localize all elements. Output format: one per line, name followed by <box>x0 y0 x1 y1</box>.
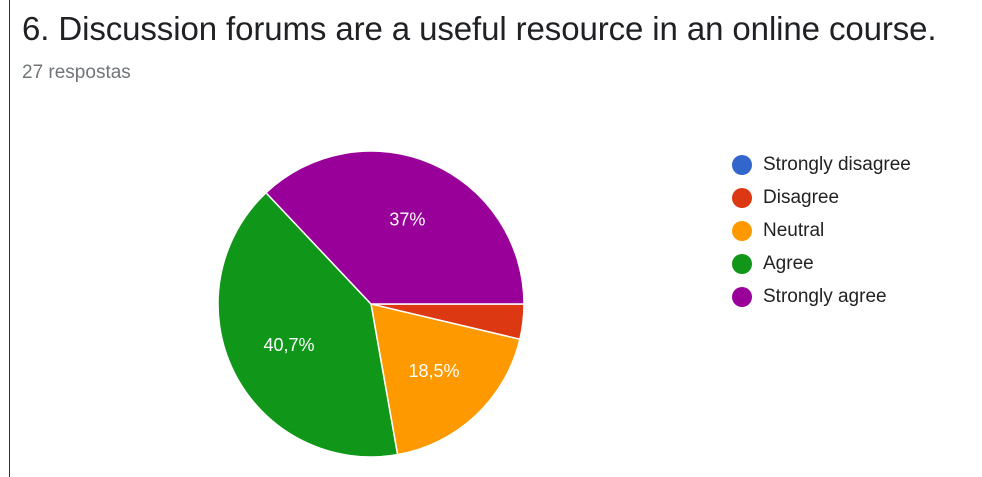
legend-item-strongly-agree[interactable]: Strongly agree <box>732 280 911 313</box>
legend-item-agree[interactable]: Agree <box>732 247 911 280</box>
slice-label-neutral: 18,5% <box>408 361 459 381</box>
legend-swatch-disagree <box>732 187 752 208</box>
legend-swatch-strongly-disagree <box>732 154 752 175</box>
legend-item-neutral[interactable]: Neutral <box>732 214 911 247</box>
pie-slice-neutral[interactable] <box>370 303 521 456</box>
slice-label-agree: 40,7% <box>263 335 314 355</box>
legend-label-neutral: Neutral <box>763 219 825 241</box>
question-title: 6. Discussion forums are a useful resour… <box>22 10 937 47</box>
slice-label-strongly-agree: 37% <box>389 210 425 230</box>
pie-slice-agree[interactable] <box>217 191 399 458</box>
legend-label-strongly-disagree: Strongly disagree <box>763 153 911 175</box>
legend-item-disagree[interactable]: Disagree <box>732 181 911 214</box>
legend-swatch-agree <box>732 253 752 274</box>
legend-swatch-neutral <box>732 220 752 241</box>
pie-slice-strongly-agree[interactable] <box>264 150 525 305</box>
legend-swatch-strongly-agree <box>732 286 752 307</box>
legend-item-strongly-disagree[interactable]: Strongly disagree <box>732 148 911 181</box>
legend-label-strongly-agree: Strongly agree <box>763 285 887 307</box>
legend-label-disagree: Disagree <box>763 186 840 208</box>
legend-label-agree: Agree <box>763 252 814 274</box>
chart-frame <box>9 0 982 477</box>
response-count: 27 respostas <box>22 62 131 83</box>
legend: Strongly disagree Disagree Neutral Agree… <box>732 148 911 313</box>
